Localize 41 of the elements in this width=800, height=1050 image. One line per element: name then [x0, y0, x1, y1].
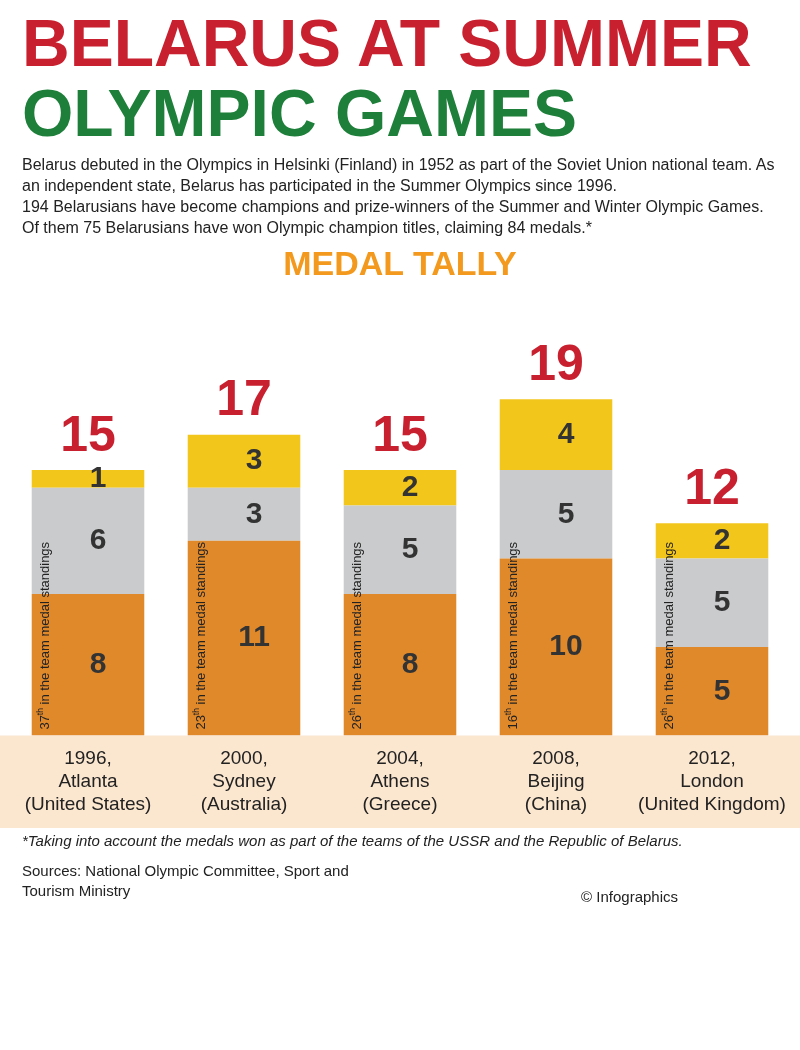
data-label: 11	[238, 619, 270, 653]
annotation: 16th in the team medal standings	[502, 541, 521, 730]
annotation: 23th in the team medal standings	[190, 541, 209, 730]
data-label: 10	[549, 628, 583, 662]
data-label: 6	[89, 522, 107, 556]
data-label: 3	[245, 442, 263, 476]
x-tick-label: 2000, Sydney (Australia)	[200, 747, 288, 814]
total-label: 17	[216, 370, 272, 427]
bar	[499, 399, 613, 471]
total-label: 15	[372, 405, 428, 462]
source-note: Sources: National Olympic Committee, Sport and Tourism Ministry	[22, 861, 350, 901]
annotation: 26th in the team medal standings	[658, 541, 677, 730]
annotation: 26th in the team medal standings	[346, 541, 365, 730]
data-label: 4	[557, 415, 575, 449]
x-tick-label: 2008, Beijing (China)	[524, 747, 588, 814]
text: © Infographics	[581, 888, 678, 905]
data-label: 2	[401, 469, 419, 503]
data-label: 5	[557, 495, 575, 529]
annotation: 37th in the team medal standings	[34, 541, 53, 730]
total-label: 19	[528, 335, 584, 392]
x-tick-label: 2012, London (United Kingdom)	[638, 747, 786, 814]
bar	[343, 470, 457, 506]
data-label: 2	[713, 522, 731, 556]
x-tick-label: 2004, Athens (Greece)	[362, 747, 438, 814]
bar	[187, 434, 301, 488]
data-label: 3	[245, 495, 263, 529]
data-label: 8	[401, 646, 419, 680]
data-label: 5	[713, 672, 731, 706]
bar	[187, 540, 301, 736]
data-label: 5	[713, 584, 731, 618]
data-label: 5	[401, 530, 419, 564]
data-label: 1	[89, 460, 107, 494]
text: MEDAL TALLY	[282, 244, 518, 283]
text: *Taking into account the medals won as part of the teams of the USSR and the Republic of Belarus.	[22, 832, 684, 849]
total-label: 12	[684, 458, 740, 515]
chart-subtitle: Belarus debuted in the Olympics in Helsinki (Finland) in 1952 as part of the Soviet Union national team. As an independent state, Belarus has participated in the Summer Olympics since 1996. 194 Belarusians have become champions and prize-winners of the Summer and Winter Olympic Games. Of them 75 Belarusians have won Olympic champion titles, claiming 84 medals.*	[22, 155, 776, 238]
data-label: 8	[89, 646, 107, 680]
x-tick-label: 1996, Atlanta (United States)	[24, 747, 152, 814]
chart-title: BELARUS AT SUMMER OLYMPIC GAMES	[22, 6, 753, 150]
bar	[187, 487, 301, 541]
total-label: 15	[60, 405, 116, 462]
